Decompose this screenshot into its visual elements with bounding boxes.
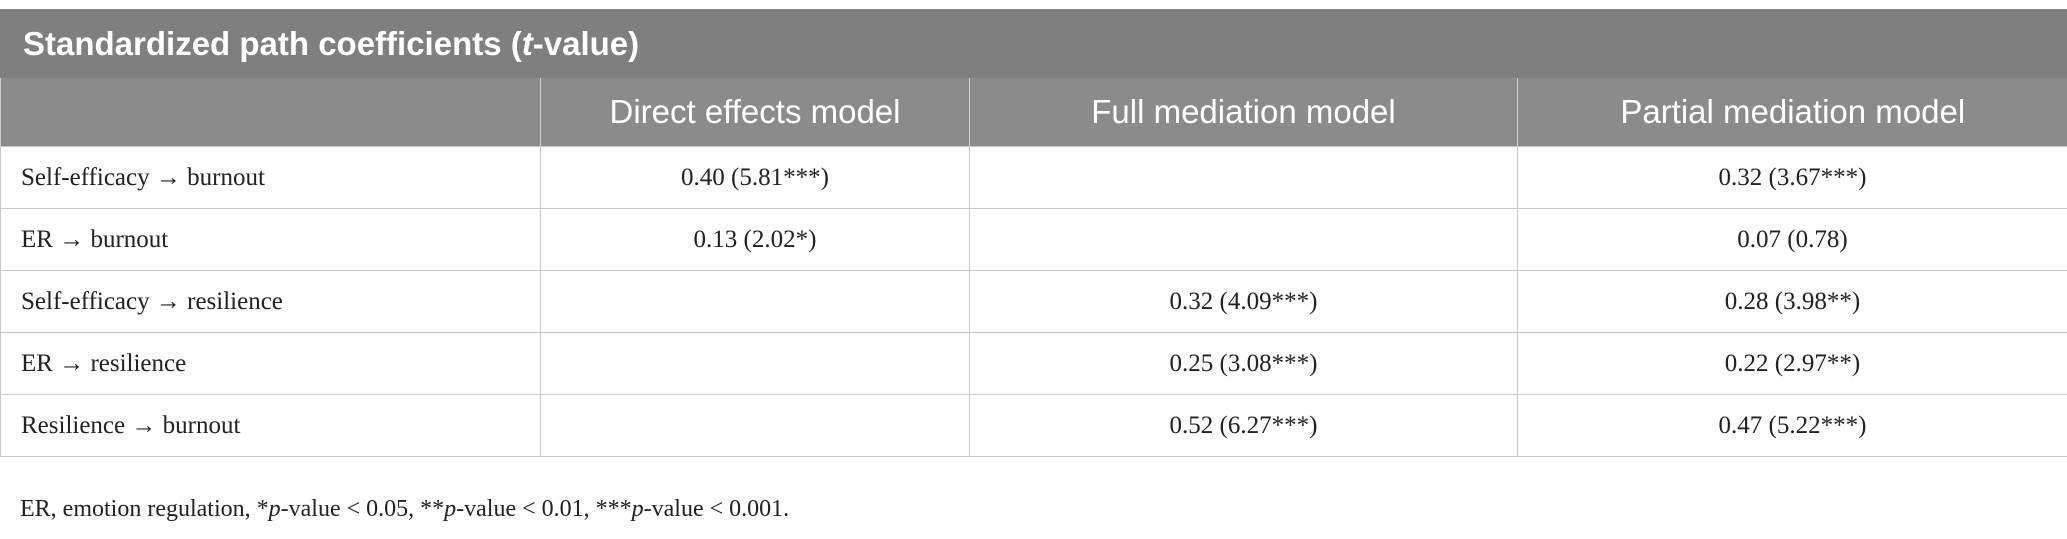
table-cell: 0.28 (3.98**) [1517,270,2067,333]
table: Standardized path coefficients (t-value)… [0,9,2067,457]
table-body: Self-efficacy → burnout 0.40 (5.81***) 0.3… [0,146,2067,457]
table-cell: 0.32 (4.09***) [969,270,1518,333]
row-label: ER → resilience [0,332,541,395]
table-cell: 0.32 (3.67***) [1517,146,2067,209]
footnote-text: -value < 0.001. [643,496,790,522]
title-text: Standardized path coefficients ( [23,24,522,62]
footnote-text: ER, emotion regulation, * [20,496,269,522]
footnote-italic: p [268,496,281,522]
table-cell: 0.07 (0.78) [1517,208,2067,271]
header-row: Direct effects model Full mediation model… [0,77,2067,147]
table-cell: 0.40 (5.81***) [540,146,970,209]
table-cell [540,394,970,457]
footnote-italic: p [444,496,457,522]
table-row: Self-efficacy → resilience 0.32 (4.09***)… [0,270,2067,333]
table-cell: 0.52 (6.27***) [969,394,1518,457]
row-label: ER → burnout [0,208,541,271]
table-cell [969,208,1518,271]
row-label: Resilience → burnout [0,394,541,457]
footnote: ER, emotion regulation, *p-value < 0.05,… [20,496,789,523]
table-row: Resilience → burnout 0.52 (6.27***) 0.47 (… [0,394,2067,457]
table-title: Standardized path coefficients (t-value) [0,9,2067,78]
title-row: Standardized path coefficients (t-value) [0,9,2067,78]
title-italic: t [521,24,533,62]
footnote-italic: p [631,496,644,522]
table-cell [969,146,1518,209]
row-label: Self-efficacy → burnout [0,146,541,209]
footnote-text: -value < 0.05, ** [280,496,445,522]
row-label: Self-efficacy → resilience [0,270,541,333]
table-row: Self-efficacy → burnout 0.40 (5.81***) 0.3… [0,146,2067,209]
column-header [0,77,541,147]
table-cell [540,332,970,395]
table-row: ER → resilience 0.25 (3.08***) 0.22 (2.97*… [0,332,2067,395]
column-header: Full mediation model [969,77,1518,147]
column-header: Direct effects model [540,77,970,147]
footnote-text: -value < 0.01, *** [456,496,632,522]
table-wrap: Standardized path coefficients (t-value)… [0,9,2067,457]
table-cell: 0.22 (2.97**) [1517,332,2067,395]
title-text: -value) [532,24,640,62]
table-row: ER → burnout 0.13 (2.02*) 0.07 (0.78) [0,208,2067,271]
table-cell: 0.25 (3.08***) [969,332,1518,395]
table-cell: 0.47 (5.22***) [1517,394,2067,457]
column-header: Partial mediation model [1517,77,2067,147]
table-cell [540,270,970,333]
table-cell: 0.13 (2.02*) [540,208,970,271]
